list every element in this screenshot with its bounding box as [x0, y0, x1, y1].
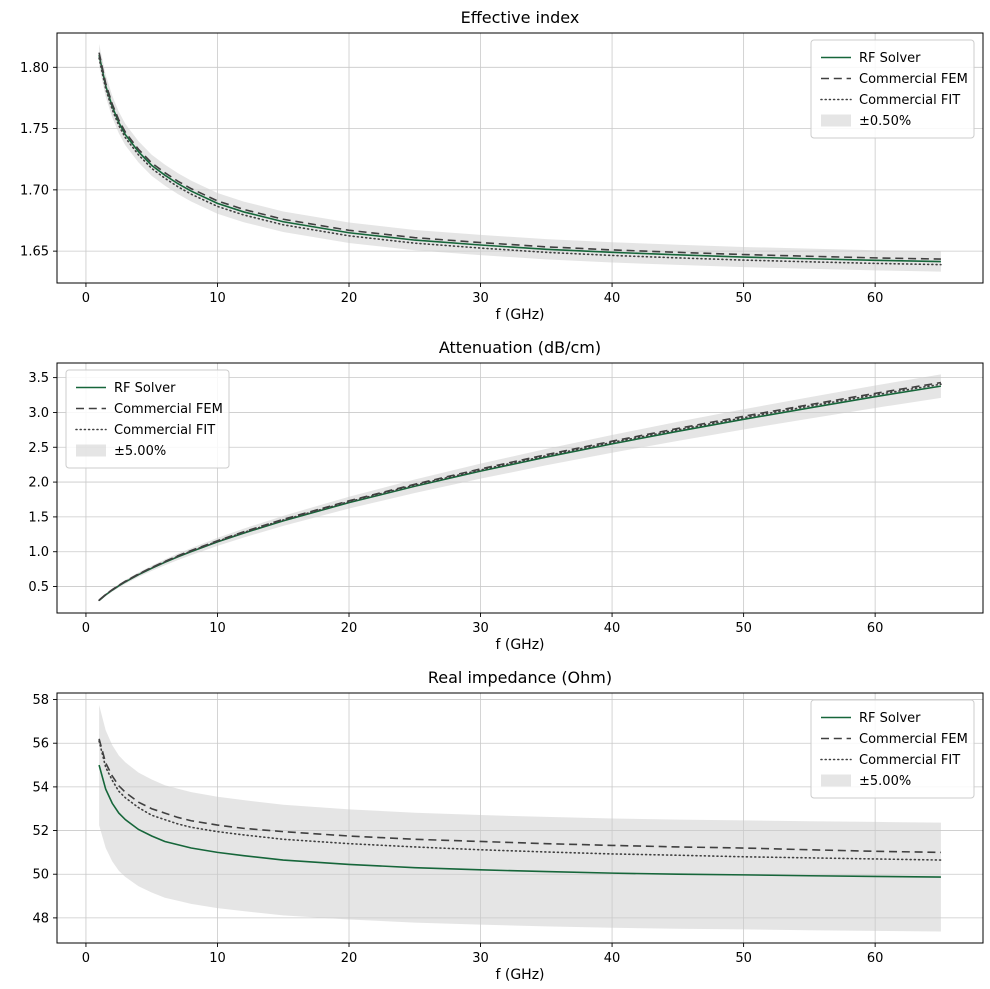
- plot-effective-index: 0 10 20 30 40 50 60 1.65 1.70 1.75 1.80 f (GHz) RF S…: [20, 32, 984, 323]
- x-tick-label: 50: [735, 951, 752, 966]
- legend: RF Solver Commercial FEM Commercial FIT ±0.…: [810, 39, 975, 139]
- y-tick-label: 3.5: [28, 371, 49, 386]
- axis-ticks: 0 10 20 30 40 50 60 0.5 1.0 1.5 2.0 2.5 3.0 3.5: [28, 371, 883, 636]
- axis-ticks: 0 10 20 30 40 50 60 1.65 1.70 1.75 1.80: [20, 61, 883, 306]
- plot-real-impedance: 0 10 20 30 40 50 60 48 50 52 54 56 58 f (GHz) RF Solve…: [32, 692, 984, 983]
- chart-title-attenuation: Attenuation (dB/cm): [438, 338, 602, 357]
- x-tick-label: 0: [82, 951, 90, 966]
- x-axis-label: f (GHz): [495, 307, 544, 323]
- legend-label: RF Solver: [114, 381, 176, 396]
- plot-attenuation: 0 10 20 30 40 50 60 0.5 1.0 1.5 2.0 2.5 3.0 3.5 f (GHz…: [28, 362, 984, 653]
- y-tick-label: 56: [32, 737, 49, 752]
- y-tick-label: 1.0: [28, 545, 49, 560]
- y-tick-label: 50: [32, 868, 49, 883]
- axis-ticks: 0 10 20 30 40 50 60 48 50 52 54 56 58: [32, 693, 883, 966]
- legend-label: ±5.00%: [114, 444, 166, 459]
- x-tick-label: 30: [472, 291, 489, 306]
- legend-swatch-band: [821, 774, 851, 787]
- x-tick-label: 10: [209, 291, 226, 306]
- axes-frame: [56, 362, 984, 614]
- series-line-commercial-fem: [98, 738, 941, 854]
- chart-title-real-impedance: Real impedance (Ohm): [427, 668, 613, 687]
- chart-effective-index: Effective index 0 10 20 30 40 50 60 1.65 1.70 1.7…: [0, 0, 990, 330]
- legend-label: Commercial FEM: [114, 402, 223, 417]
- series-line-commercial-fit: [98, 383, 942, 602]
- x-tick-label: 50: [735, 291, 752, 306]
- y-tick-label: 1.75: [20, 122, 49, 137]
- legend: RF Solver Commercial FEM Commercial FIT ±5.…: [65, 369, 230, 469]
- axes-frame: [56, 32, 984, 284]
- legend-label: ±0.50%: [859, 114, 911, 129]
- chart-real-impedance: Real impedance (Ohm) 0 10 20 30 40 50 60 48 50 52…: [0, 660, 990, 989]
- chart-title-effective-index: Effective index: [460, 8, 580, 27]
- series-line-commercial-fit: [98, 740, 942, 861]
- chart-attenuation: Attenuation (dB/cm) 0 10 20 30 40 50 60 0.5 1.0 1…: [0, 330, 990, 660]
- x-tick-label: 20: [341, 291, 358, 306]
- x-tick-label: 60: [867, 951, 884, 966]
- x-tick-label: 0: [82, 291, 90, 306]
- series-line-rf-solver: [98, 764, 941, 878]
- x-tick-label: 40: [604, 291, 621, 306]
- x-tick-label: 40: [604, 951, 621, 966]
- x-tick-label: 30: [472, 951, 489, 966]
- x-tick-label: 20: [341, 621, 358, 636]
- y-tick-label: 52: [32, 824, 49, 839]
- x-tick-label: 60: [867, 291, 884, 306]
- x-tick-label: 40: [604, 621, 621, 636]
- y-tick-label: 2.0: [28, 476, 49, 491]
- legend-label: RF Solver: [859, 711, 921, 726]
- series-line-rf-solver: [98, 54, 941, 263]
- y-tick-label: 54: [32, 780, 49, 795]
- legend: RF Solver Commercial FEM Commercial FIT ±5.…: [810, 699, 975, 799]
- x-tick-label: 10: [209, 621, 226, 636]
- y-tick-label: 1.80: [20, 61, 49, 76]
- series-line-commercial-fit: [98, 57, 942, 266]
- x-tick-label: 0: [82, 621, 90, 636]
- axes-frame: [56, 692, 984, 944]
- x-axis-label: f (GHz): [495, 967, 544, 983]
- legend-label: Commercial FEM: [859, 72, 968, 87]
- y-tick-label: 1.65: [20, 245, 49, 260]
- legend-swatch-band: [76, 444, 106, 457]
- legend-label: RF Solver: [859, 51, 921, 66]
- y-tick-label: 2.5: [28, 441, 49, 456]
- legend-swatch-band: [821, 114, 851, 127]
- y-tick-label: 1.70: [20, 183, 49, 198]
- legend-label: Commercial FIT: [859, 753, 960, 768]
- y-tick-label: 48: [32, 911, 49, 926]
- x-tick-label: 20: [341, 951, 358, 966]
- legend-label: Commercial FEM: [859, 732, 968, 747]
- x-tick-label: 30: [472, 621, 489, 636]
- x-axis-label: f (GHz): [495, 637, 544, 653]
- x-tick-label: 60: [867, 621, 884, 636]
- x-tick-label: 10: [209, 951, 226, 966]
- y-tick-label: 1.5: [28, 510, 49, 525]
- legend-label: ±5.00%: [859, 774, 911, 789]
- y-tick-label: 3.0: [28, 406, 49, 421]
- uncertainty-band: [99, 374, 941, 602]
- legend-label: Commercial FIT: [114, 423, 215, 438]
- legend-label: Commercial FIT: [859, 93, 960, 108]
- x-tick-label: 50: [735, 621, 752, 636]
- y-tick-label: 58: [32, 693, 49, 708]
- y-tick-label: 0.5: [28, 580, 49, 595]
- series-line-commercial-fem: [98, 52, 941, 260]
